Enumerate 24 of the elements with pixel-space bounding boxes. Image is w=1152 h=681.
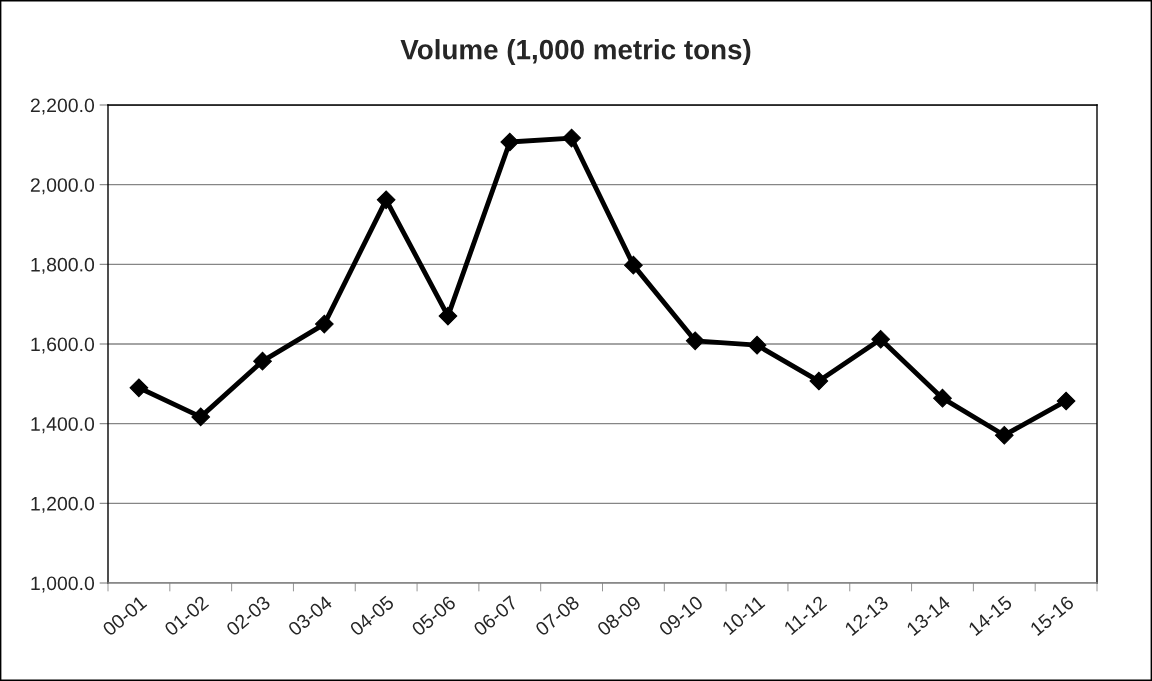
y-tick-label: 1,200.0 xyxy=(31,496,95,513)
y-tick-label: 2,000.0 xyxy=(30,178,95,195)
point xyxy=(871,329,891,349)
point xyxy=(747,335,767,355)
point xyxy=(685,331,705,351)
point xyxy=(500,132,520,152)
point xyxy=(438,306,458,326)
point xyxy=(253,351,272,371)
point xyxy=(191,407,211,427)
point xyxy=(809,371,829,391)
point xyxy=(624,255,643,275)
point xyxy=(314,314,334,334)
point xyxy=(562,128,581,148)
y-tick-label: 1,800.0 xyxy=(31,257,95,274)
point xyxy=(129,378,149,398)
chart-title: Volume (1,000 metric tons) xyxy=(400,39,751,65)
point xyxy=(1056,391,1076,411)
point xyxy=(933,388,952,408)
y-tick-label: 1,000.0 xyxy=(31,576,95,593)
y-tick-label: 2,200.0 xyxy=(30,98,95,115)
point xyxy=(376,190,396,210)
y-tick-label: 1,600.0 xyxy=(31,337,95,354)
y-tick-label: 1,400.0 xyxy=(31,417,95,434)
point xyxy=(994,425,1014,445)
